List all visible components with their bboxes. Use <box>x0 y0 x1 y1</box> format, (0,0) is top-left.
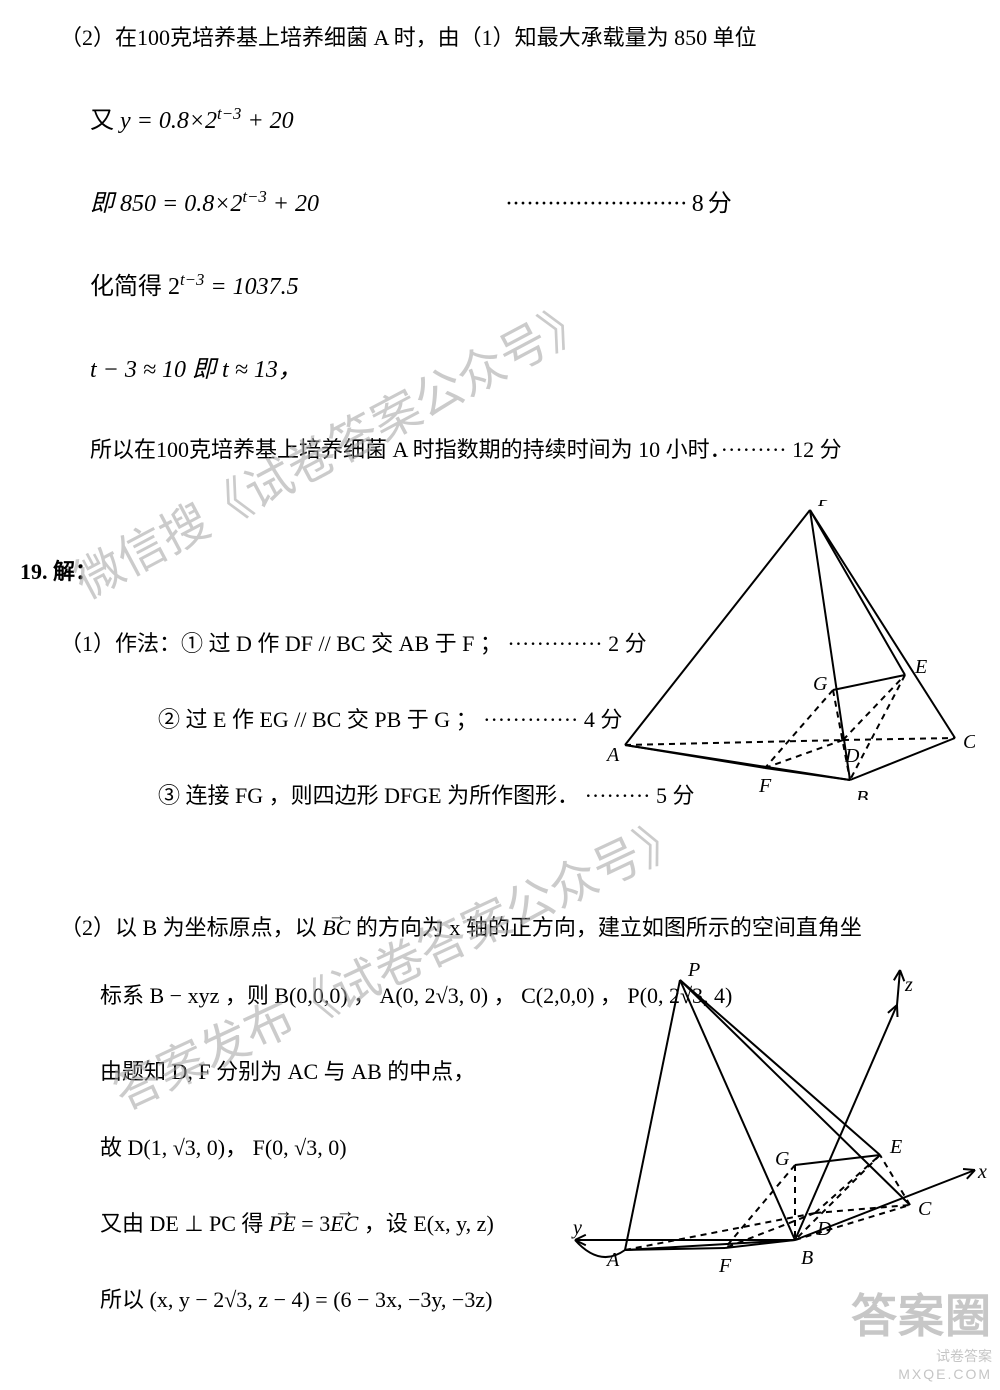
vector-PE: PE <box>269 1211 296 1237</box>
logo-url: MXQE.COM <box>851 1366 992 1382</box>
text-fragment: 即 850 = 0.8×2 <box>90 191 242 217</box>
text-fragment: t−3 <box>217 104 241 123</box>
text-fragment: 的方向为 x 轴的正方向，建立如图所示的空间直角坐 <box>350 915 862 940</box>
p2-line3: 即 850 = 0.8×2t−3 + 20 ··················… <box>90 183 940 218</box>
logo-sub: 试卷答案 <box>851 1346 992 1366</box>
diagram-label-C: C <box>918 1198 932 1220</box>
q19-2a: （2）以 B 为坐标原点，以 BC 的方向为 x 轴的正方向，建立如图所示的空间… <box>60 910 940 942</box>
diagram-upper: P A B C D F E G <box>605 500 975 800</box>
diagram-label-G: G <box>813 673 828 695</box>
text-fragment: = 3 <box>296 1211 330 1236</box>
diagram-label-P: P <box>817 500 830 511</box>
diagram-label-C: C <box>963 731 975 753</box>
axis-label-y: y <box>571 1217 582 1239</box>
text-fragment: + 20 <box>267 191 319 217</box>
diagram-label-B: B <box>856 787 868 800</box>
axis-label-x: x <box>977 1161 987 1183</box>
p2-line1: （2）在100克培养基上培养细菌 A 时，由（1）知最大承载量为 850 单位 <box>60 20 940 52</box>
diagram-label-D: D <box>844 745 860 767</box>
diagram-label-F: F <box>758 775 772 797</box>
text-fragment: t−3 <box>180 270 204 289</box>
diagram-label-F: F <box>718 1255 732 1277</box>
p2-line2: 又 y = 0.8×2t−3 + 20 <box>90 100 940 135</box>
text-fragment: （2）以 B 为坐标原点，以 <box>60 915 322 940</box>
p2-line6: 所以在100克培养基上培养细菌 A 时指数期的持续时间为 10 小时．·····… <box>90 432 940 464</box>
diagram-lower: x y z P A B C D F E G <box>570 955 990 1295</box>
diagram-label-P: P <box>687 959 700 981</box>
axis-label-z: z <box>904 974 913 996</box>
p2-line4: 化简得 2t−3 = 1037.5 <box>90 266 940 301</box>
text-fragment: 又 <box>90 108 120 134</box>
diagram-label-D: D <box>816 1218 832 1240</box>
text-fragment: ，设 E(x, y, z) <box>358 1211 493 1236</box>
logo-big: 答案圈 <box>851 1280 992 1346</box>
diagram-label-A: A <box>605 744 620 766</box>
text-fragment: t−3 <box>242 187 266 206</box>
bottom-watermark-logo: 答案圈 试卷答案 MXQE.COM <box>851 1280 992 1382</box>
diagram-label-G: G <box>775 1148 790 1170</box>
text-fragment: y = 0.8×2 <box>120 108 217 134</box>
text-fragment: 又由 DE ⊥ PC 得 <box>100 1211 269 1236</box>
diagram-label-E: E <box>889 1136 902 1158</box>
p2-line5: t − 3 ≈ 10 即 t ≈ 13， <box>90 349 940 384</box>
text-fragment: 化简得 2 <box>90 274 180 300</box>
diagram-label-A: A <box>605 1249 620 1271</box>
text-fragment: = 1037.5 <box>204 274 298 300</box>
vector-EC: EC <box>330 1211 358 1237</box>
vector-BC: BC <box>322 915 350 941</box>
text-fragment: + 20 <box>241 108 293 134</box>
score-dots: ·························· 8 分 <box>505 191 731 217</box>
diagram-label-E: E <box>914 656 927 678</box>
diagram-label-B: B <box>801 1247 813 1269</box>
